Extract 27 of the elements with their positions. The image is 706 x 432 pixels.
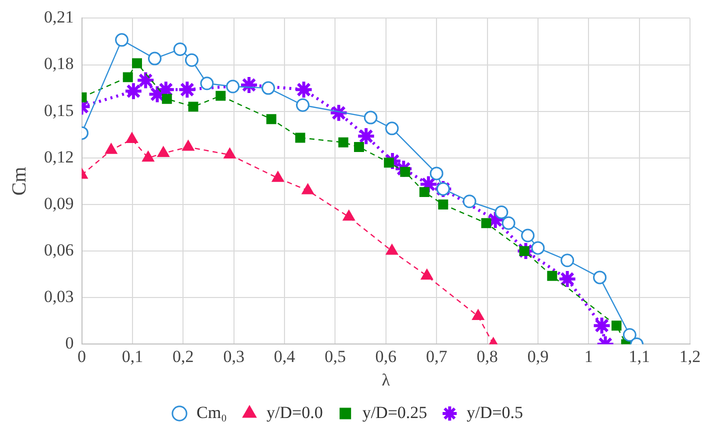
x-tick-label: 0,8 [476,346,498,366]
x-tick-label: 0,9 [527,346,549,366]
x-tick-label: 0,5 [324,346,346,366]
y-tick-label: 0,21 [44,8,74,27]
x-tick-label: 0 [78,346,86,366]
legend-label: y/D=0.5 [466,402,524,422]
x-tick-label: 0,1 [122,346,144,366]
x-tick-label: 1,2 [679,346,701,366]
y-tick-label: 0,18 [44,54,74,74]
y-axis-title: Cm [8,166,30,196]
x-tick-label: 0,6 [375,346,396,366]
y-tick-label: 0,06 [44,240,74,260]
y-tick-label: 0,03 [44,287,74,306]
legend-label: y/D=0.0 [266,402,323,422]
x-tick-label: 1 [584,346,593,366]
x-tick-label: 0,3 [223,346,244,366]
x-tick-label: 0,4 [274,346,296,366]
x-tick-label: 1,1 [628,346,650,366]
x-tick-label: 0,2 [172,346,194,366]
x-tick-label: 0,7 [426,346,448,366]
y-tick-label: 0,09 [44,194,74,213]
y-tick-label: 0 [65,334,74,353]
y-tick-label: 0,15 [44,100,74,120]
x-axis-title: λ [382,370,391,390]
legend-label: Cm₀ [196,402,228,422]
legend-label: y/D=0.25 [362,402,428,422]
y-tick-label: 0,12 [44,147,74,166]
